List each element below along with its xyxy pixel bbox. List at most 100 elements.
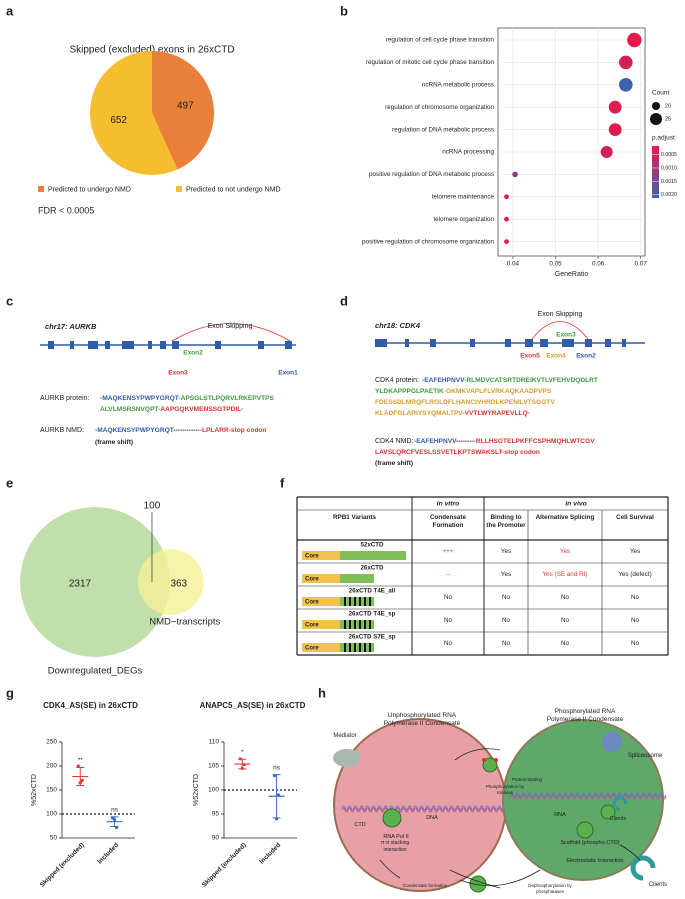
dna-strand (341, 807, 505, 813)
exon (285, 341, 292, 349)
x-axis-label: GeneRatio (555, 271, 589, 278)
dot (619, 78, 633, 92)
domain-label: Core (305, 554, 319, 560)
diagram-label: Spliceosome (627, 753, 663, 759)
diagram-label: Phosphorylated RNA Polymerase II Condens… (546, 708, 624, 723)
ctd-domain (340, 643, 374, 652)
sequence-line: ALVLMSRSNVQPT-AAPGQKVMENSSGTPDIL- (100, 406, 244, 413)
x-tick-label: 0.06 (592, 261, 605, 268)
dna-strand (509, 794, 667, 800)
table-cell: No (560, 617, 570, 624)
exon (105, 341, 110, 349)
legend-title: p.adjust (652, 135, 675, 142)
ctd-mutation (359, 597, 361, 606)
y-tick-label: regulation of DNA metabolic process (392, 126, 494, 133)
event-label: Exon Skipping (538, 311, 583, 318)
dot (504, 194, 509, 200)
legend-label: 0.0020 (661, 192, 677, 198)
pie-slice (152, 51, 214, 170)
legend-label: 0.0015 (661, 179, 677, 185)
y-tick-label: regulation of cell cycle phase transitio… (386, 37, 495, 44)
table-header: Alternative Splicing (535, 514, 595, 521)
rna-pol (382, 808, 402, 828)
sequence-segment: ------------ (173, 427, 199, 434)
ctd-domain (340, 574, 374, 583)
significance: * (241, 749, 244, 756)
table-header: RPB1 Variants (332, 514, 377, 521)
x-tick-label: 0.07 (635, 261, 648, 268)
ctd-mutation (344, 597, 346, 606)
sequence-line: YLDKAPPPGLPAETIK-GKMKVAPLFLVRKAQKAADPVPS (375, 388, 552, 395)
table-cell: No (443, 640, 453, 647)
event-label: Exon Skipping (208, 323, 253, 330)
panel-label: g (6, 685, 14, 700)
ctd-mutation (349, 620, 351, 629)
table-group-header: in vivo (565, 500, 587, 507)
exon (622, 339, 626, 347)
data-label: 497 (177, 100, 194, 111)
spliceosome (602, 732, 622, 752)
exon (160, 341, 166, 349)
core-domain (302, 620, 340, 629)
panel-label: b (340, 3, 348, 18)
table-cell: +++ (442, 548, 454, 555)
domain-label: Core (305, 577, 319, 583)
phosphate (482, 758, 486, 762)
x-tick-label: Skipped (excluded) (201, 842, 248, 889)
arrow (454, 748, 501, 761)
rna-pol (576, 821, 594, 839)
sequence-label: AURKB protein: (40, 395, 89, 402)
ctd-mutation (364, 643, 366, 652)
sequence-segment: LAVSLQRCFVESLSSVETLKPTSWAKSLT-stop codon (375, 449, 540, 456)
legend-swatch (38, 186, 44, 192)
ctd-mutation (369, 643, 371, 652)
ctd-mutation (344, 620, 346, 629)
significance: ns (273, 764, 281, 771)
sequence-segment: -MAQKENSYPWPYGRQT (95, 427, 174, 434)
legend-title: Count (652, 90, 670, 97)
panel-label: e (6, 475, 13, 490)
table-cell: No (630, 617, 640, 624)
legend-label: Predicted to not undergo NMD (186, 186, 281, 193)
exon-label: Exon2 (576, 353, 596, 360)
chart-title: CDK4_AS(SE) in 26xCTD (43, 701, 138, 710)
sequence-segment: -LPLARR-stop codon (200, 427, 267, 434)
ctd-mutation (359, 620, 361, 629)
legend-label: 25 (665, 116, 671, 122)
x-tick-label: 0.04 (507, 261, 520, 268)
table-header: Binding to the Promoter (486, 514, 526, 529)
sequence-label: AURKB NMD: (40, 427, 84, 434)
significance: ns (111, 807, 119, 814)
diagram-label: Mediator (333, 733, 357, 739)
error-bar (272, 774, 281, 819)
exon (540, 339, 548, 347)
y-tick-label: 95 (212, 811, 220, 818)
diagram-label: Clients (609, 816, 627, 822)
data-point (76, 764, 80, 768)
ctd-domain (340, 620, 374, 629)
x-tick-label: 0.05 (549, 261, 562, 268)
table-cell: No (560, 640, 570, 647)
significance: ** (78, 757, 84, 764)
sequence-line: LAVSLQRCFVESLSSVETLKPTSWAKSLT-stop codon (375, 449, 540, 456)
venn-set (137, 549, 204, 615)
domain-label: Core (305, 646, 319, 652)
chart-title: Skipped (excluded) exons in 26xCTD (69, 45, 234, 56)
y-tick-label: positive regulation of chromosome organi… (362, 238, 494, 245)
y-tick-label: 150 (46, 787, 57, 794)
diagram-label: π-π stacking interaction (380, 840, 410, 853)
y-tick-label: 250 (46, 739, 57, 746)
sequence-label: CDK4 NMD: (375, 438, 414, 445)
diagram-label: Dephosphorylation by phosphatases (528, 883, 572, 894)
sequence-segment: -RLLHSGTELPKFFCSPHMQHLWTCGV (474, 438, 595, 445)
ctd-mutation (344, 643, 346, 652)
sequence-segment: ALVLMSRSNVQPT (100, 406, 158, 413)
note: (frame shift) (95, 439, 133, 446)
arrow (619, 844, 641, 861)
diagram-label: RNA (554, 812, 566, 818)
rna-pol (600, 804, 616, 820)
dna-strand (509, 792, 667, 798)
y-tick-label: regulation of chromosome organization (385, 104, 494, 111)
sequence-line: FDESSDLMRQFLRGLDFLHANCIVHRDLKPENILVTSGGT… (375, 399, 555, 406)
data-point (276, 793, 281, 797)
